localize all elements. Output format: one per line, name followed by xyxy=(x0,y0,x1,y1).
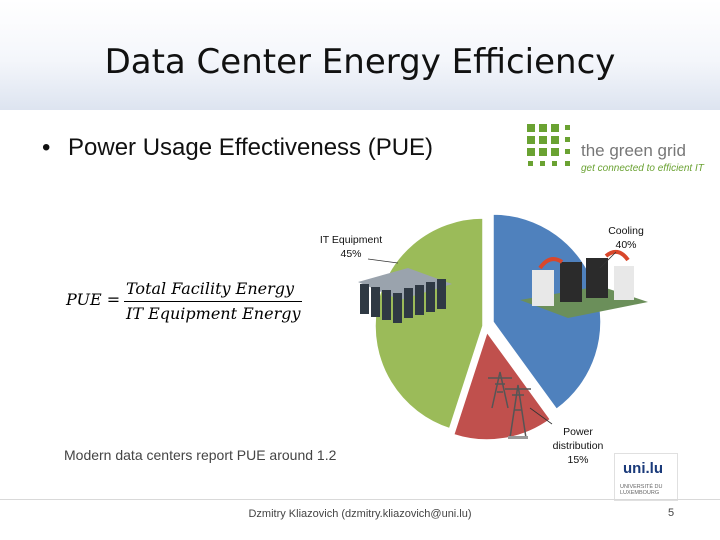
label-it-equipment-value: 45% xyxy=(340,248,362,260)
bullet-item: • Power Usage Effectiveness (PUE) xyxy=(42,134,433,162)
leader-line-it-equipment xyxy=(367,258,399,264)
pue-note: Modern data centers report PUE around 1.… xyxy=(64,447,337,463)
green-grid-name: the green grid xyxy=(581,141,686,160)
university-logo-name: uni.lu xyxy=(623,460,663,477)
leader-line-cooling xyxy=(599,251,617,269)
label-cooling: Cooling 40% xyxy=(598,224,654,252)
green-grid-logo-icon xyxy=(527,124,570,166)
bullet-text: Power Usage Effectiveness (PUE) xyxy=(68,134,434,161)
formula-denominator: IT Equipment Energy xyxy=(126,304,301,323)
bullet-marker: • xyxy=(42,134,51,161)
server-racks-icon xyxy=(358,268,452,323)
label-it-equipment: IT Equipment 45% xyxy=(306,233,396,261)
university-logo-subtitle: UNIVERSITÉ DU LUXEMBOURG xyxy=(620,484,663,496)
page-number: 5 xyxy=(668,507,675,519)
leader-line-power-distribution xyxy=(529,407,553,425)
label-cooling-value: 40% xyxy=(615,239,637,251)
pie-slice-power-distribution xyxy=(452,330,552,441)
label-cooling-name: Cooling xyxy=(608,225,644,237)
title-band xyxy=(0,0,720,110)
label-it-equipment-name: IT Equipment xyxy=(319,234,383,246)
label-power-distribution-value: 15% xyxy=(567,454,589,466)
formula-numerator: Total Facility Energy xyxy=(126,279,295,298)
slide-title: Data Center Energy Efficiency xyxy=(104,42,616,82)
pue-formula: PUE = Total Facility Energy IT Equipment… xyxy=(66,273,316,333)
formula-lhs: PUE = xyxy=(66,290,121,309)
label-power-distribution-name: Power distribution xyxy=(552,426,604,452)
label-power-distribution: Power distribution 15% xyxy=(540,425,616,467)
green-grid-tagline: get connected to efficient IT xyxy=(581,163,704,174)
green-grid-logo: the green grid get connected to efficien… xyxy=(525,122,715,176)
formula-fraction-bar xyxy=(124,301,302,302)
footer-divider xyxy=(0,499,720,500)
footer-author: Dzmitry Kliazovich (dzmitry.kliazovich@u… xyxy=(248,508,472,520)
energy-pie-chart xyxy=(358,213,648,441)
cooling-servers-icon xyxy=(520,249,648,318)
university-logo: uni.lu UNIVERSITÉ DU LUXEMBOURG xyxy=(614,453,678,501)
power-tower-icon xyxy=(488,371,531,439)
